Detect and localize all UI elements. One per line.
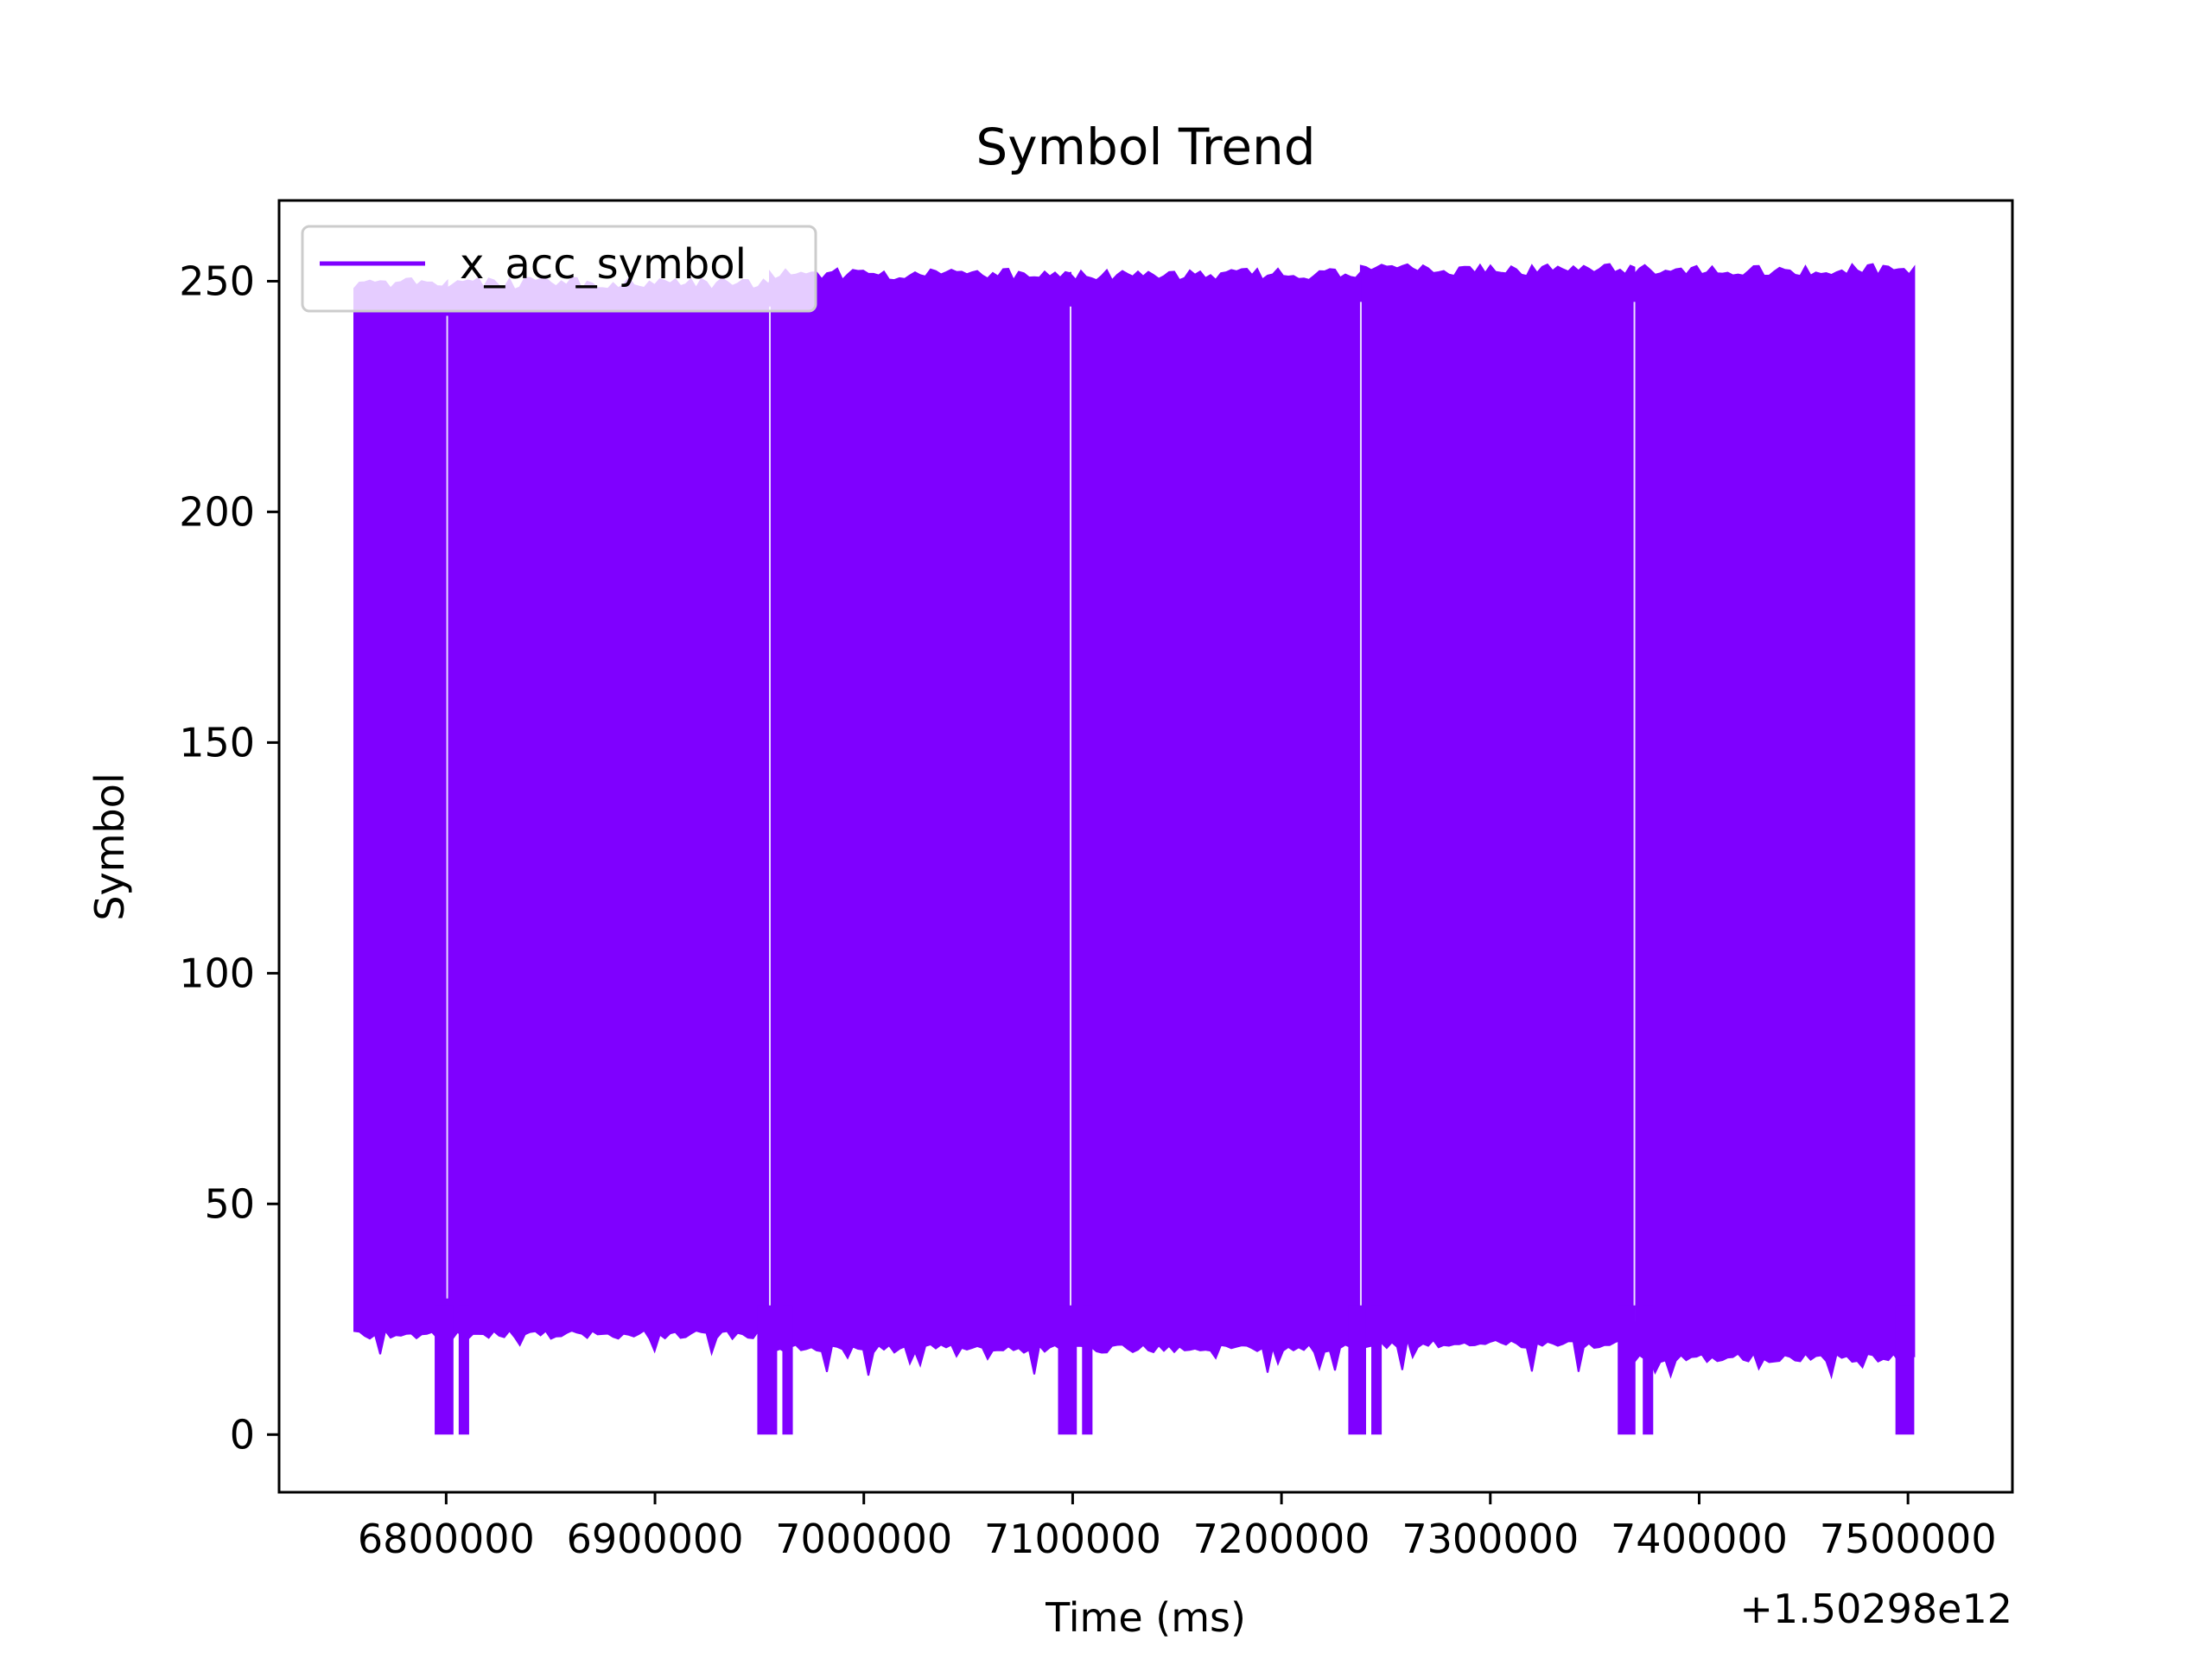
legend: x_acc_symbol [301, 225, 817, 313]
x-tick-label-5: 7300000 [1402, 1516, 1579, 1562]
x-tick-label-3: 7100000 [984, 1516, 1161, 1562]
y-tick-label-5: 250 [179, 257, 255, 304]
legend-label: x_acc_symbol [460, 240, 747, 289]
x-axis-offset-label: +1.50298e12 [1739, 1586, 2012, 1632]
series-dropout-8 [1618, 1305, 1636, 1435]
series-dropout-1 [458, 1305, 469, 1435]
series-dropout-0 [435, 1305, 454, 1435]
series-dropout-4 [1058, 1305, 1077, 1435]
x-axis-ticks: 6800000 6900000 7000000 7100000 7200000 73000… [358, 1492, 1997, 1562]
plot-frame [277, 199, 2014, 1494]
series-dropout-7 [1371, 1305, 1382, 1435]
series-band-5 [1633, 263, 1916, 1380]
series-dropout-9 [1643, 1305, 1654, 1435]
series-dropout-2 [757, 1305, 778, 1435]
y-tick-label-1: 50 [204, 1180, 255, 1227]
y-tick-label-0: 0 [230, 1411, 255, 1458]
y-tick-label-2: 100 [179, 950, 255, 996]
chart-title: Symbol Trend [976, 118, 1315, 176]
series-band-2 [769, 267, 1071, 1376]
legend-box [301, 225, 817, 313]
x-tick-label-1: 6900000 [567, 1516, 744, 1562]
series-band-3 [1070, 267, 1362, 1373]
x-tick-label-4: 7200000 [1193, 1516, 1370, 1562]
series-dropout-5 [1082, 1305, 1093, 1435]
x-tick-label-7: 7500000 [1820, 1516, 1997, 1562]
series-dropout-3 [782, 1305, 793, 1435]
series-band-0 [353, 276, 448, 1355]
series-band-1 [446, 276, 771, 1357]
y-tick-label-4: 200 [179, 488, 255, 535]
y-axis-ticks: 0 50 100 150 200 250 [179, 257, 279, 1458]
series-dropout-6 [1348, 1305, 1366, 1435]
x-tick-label-6: 7400000 [1611, 1516, 1788, 1562]
x-axis-label: Time (ms) [1045, 1594, 1246, 1641]
series-layer [353, 263, 1916, 1435]
x-tick-label-0: 6800000 [358, 1516, 535, 1562]
x-tick-label-2: 7000000 [775, 1516, 952, 1562]
y-tick-label-3: 150 [179, 719, 255, 766]
y-axis-label: Symbol [86, 772, 133, 920]
series-dropout-10 [1895, 1305, 1915, 1435]
series-band-4 [1359, 263, 1636, 1372]
